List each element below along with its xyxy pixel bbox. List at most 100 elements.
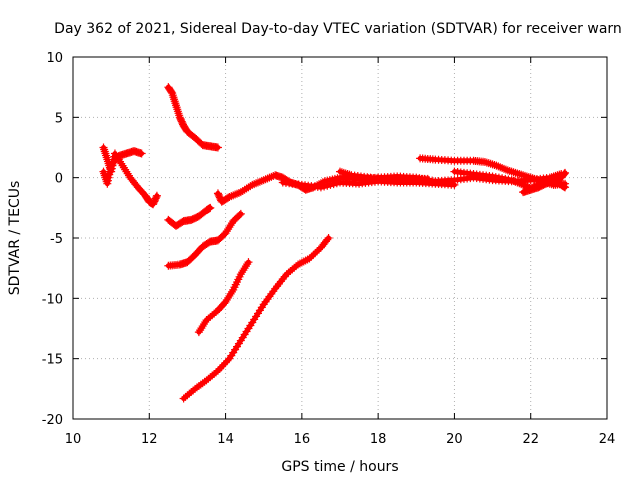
data-point bbox=[229, 191, 238, 200]
data-point bbox=[171, 101, 180, 110]
y-tick-label: -20 bbox=[42, 413, 63, 428]
y-tick-label: 0 bbox=[55, 172, 63, 187]
data-point bbox=[311, 249, 320, 258]
data-point bbox=[197, 324, 206, 333]
data-point bbox=[173, 107, 182, 116]
data-point bbox=[480, 157, 489, 166]
data-point bbox=[175, 111, 184, 120]
data-point bbox=[199, 320, 208, 329]
data-point bbox=[100, 145, 109, 154]
y-axis: 10 5 0 -5 -10 -15 -20 bbox=[42, 51, 607, 428]
data-point bbox=[168, 91, 177, 100]
y-axis-label: SDTVAR / TECUs bbox=[7, 181, 23, 296]
data-point bbox=[119, 163, 128, 172]
data-point bbox=[324, 234, 333, 242]
data-point bbox=[423, 174, 432, 183]
data-point bbox=[123, 169, 132, 178]
data-point bbox=[295, 259, 304, 268]
data-point bbox=[345, 170, 354, 179]
data-point bbox=[520, 171, 529, 180]
data-point bbox=[206, 203, 215, 212]
data-point bbox=[261, 175, 270, 184]
data-point bbox=[505, 167, 514, 176]
series-track-3 bbox=[164, 83, 222, 152]
series-track-4 bbox=[164, 203, 215, 230]
data-point bbox=[528, 174, 537, 183]
data-point bbox=[198, 322, 207, 331]
series-track-6 bbox=[194, 258, 253, 337]
x-tick-label: 24 bbox=[599, 432, 616, 447]
data-point bbox=[250, 180, 259, 189]
data-point bbox=[194, 328, 203, 337]
data-point bbox=[509, 176, 518, 185]
data-point bbox=[297, 258, 306, 267]
data-point bbox=[221, 358, 230, 367]
data-point bbox=[500, 164, 509, 173]
data-point bbox=[99, 143, 108, 152]
data-point bbox=[305, 254, 314, 263]
data-point bbox=[341, 169, 350, 178]
grid-lines bbox=[73, 57, 607, 419]
y-tick-label: 5 bbox=[55, 111, 63, 126]
data-point bbox=[255, 177, 264, 186]
x-tick-label: 10 bbox=[65, 432, 82, 447]
data-point bbox=[482, 158, 491, 167]
data-point bbox=[212, 368, 221, 377]
data-point bbox=[492, 161, 501, 170]
data-point bbox=[307, 252, 316, 261]
data-point bbox=[265, 173, 274, 182]
data-point bbox=[513, 178, 522, 187]
data-point bbox=[507, 176, 516, 185]
data-point bbox=[213, 143, 222, 152]
x-tick-label: 16 bbox=[294, 432, 311, 447]
data-point bbox=[246, 182, 255, 191]
data-point bbox=[498, 164, 507, 173]
data-point bbox=[152, 193, 161, 202]
data-point bbox=[236, 209, 245, 218]
data-point bbox=[235, 211, 244, 220]
data-point bbox=[263, 174, 272, 183]
series-track-8 bbox=[213, 170, 566, 206]
data-point bbox=[244, 258, 253, 267]
data-point bbox=[343, 170, 352, 179]
data-point bbox=[100, 169, 109, 178]
data-point bbox=[267, 172, 276, 181]
data-point bbox=[339, 168, 348, 177]
data-point bbox=[100, 147, 109, 156]
data-point bbox=[213, 366, 222, 375]
data-point bbox=[561, 183, 570, 192]
x-tick-label: 20 bbox=[446, 432, 463, 447]
data-point bbox=[238, 268, 247, 277]
data-point bbox=[517, 170, 526, 179]
data-point bbox=[513, 169, 522, 178]
data-point bbox=[337, 168, 346, 177]
data-point bbox=[243, 260, 252, 269]
data-point bbox=[169, 93, 178, 102]
data-point bbox=[524, 173, 533, 182]
series-track-9 bbox=[278, 177, 459, 192]
data-point bbox=[299, 257, 308, 266]
data-point bbox=[522, 172, 531, 181]
data-point bbox=[102, 151, 111, 160]
data-point bbox=[248, 180, 257, 189]
data-point bbox=[294, 260, 303, 269]
data-point bbox=[102, 153, 111, 162]
y-tick-label: -5 bbox=[50, 232, 63, 247]
data-point bbox=[221, 297, 230, 306]
chart-title: Day 362 of 2021, Sidereal Day-to-day VTE… bbox=[54, 21, 622, 37]
data-point bbox=[222, 295, 231, 304]
data-point bbox=[486, 159, 495, 168]
data-point bbox=[174, 109, 183, 118]
data-point bbox=[239, 266, 248, 275]
data-point bbox=[494, 162, 503, 171]
data-point bbox=[170, 95, 179, 104]
data-point bbox=[225, 192, 234, 201]
y-tick-label: -10 bbox=[42, 292, 63, 307]
data-point bbox=[309, 250, 318, 259]
series-track-13 bbox=[519, 176, 570, 197]
data-point bbox=[515, 170, 524, 179]
data-point bbox=[227, 192, 236, 201]
data-point bbox=[488, 160, 497, 169]
data-point bbox=[215, 364, 224, 373]
y-tick-label: 10 bbox=[46, 51, 63, 66]
